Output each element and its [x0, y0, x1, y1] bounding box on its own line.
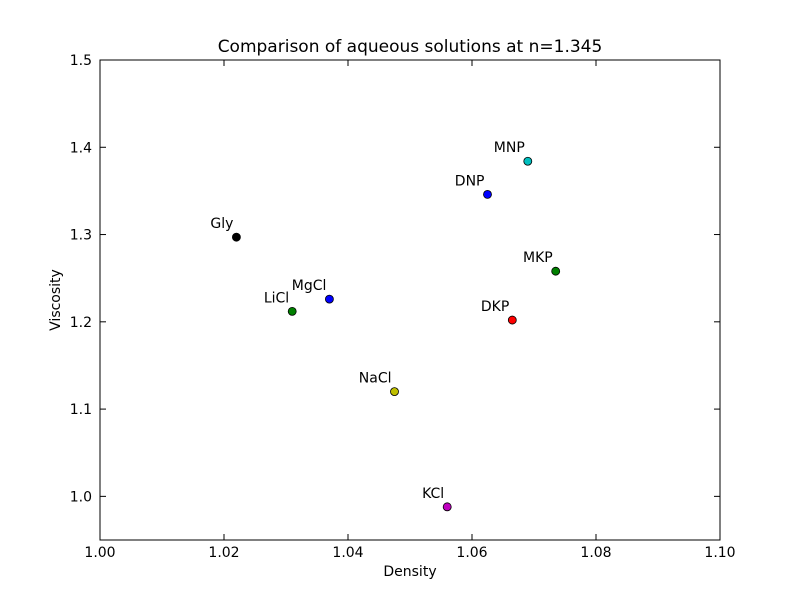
point-label: MKP — [523, 250, 553, 266]
data-point — [507, 315, 517, 325]
data-point — [483, 189, 492, 199]
point-label: Gly — [210, 216, 233, 232]
y-tick-label: 1.0 — [70, 489, 92, 505]
point-label: LiCl — [264, 290, 289, 306]
y-tick-label: 1.5 — [70, 53, 92, 69]
axis-ticks: 1.00 1.02 1.04 1.06 1.08 1.10 1.0 1.1 1.2 1.3 1.4 1… — [70, 53, 736, 561]
point-label: NaCl — [359, 371, 392, 387]
y-tick-label: 1.2 — [70, 315, 92, 331]
data-point — [231, 232, 241, 242]
y-tick-label: 1.3 — [70, 228, 92, 244]
point-label: MgCl — [292, 278, 327, 294]
y-axis-label: Viscosity — [48, 269, 64, 331]
data-point — [324, 294, 334, 304]
y-tick-label: 1.4 — [70, 140, 92, 156]
data-point — [442, 502, 452, 512]
point-label: DNP — [455, 173, 485, 189]
data-point — [551, 266, 561, 276]
x-tick-label: 1.00 — [84, 545, 115, 561]
x-tick-label: 1.10 — [704, 545, 735, 561]
chart-title: Comparison of aqueous solutions at n=1.3… — [218, 37, 603, 57]
point-label: KCl — [422, 486, 444, 502]
plot-frame — [99, 59, 721, 541]
y-tick-label: 1.1 — [70, 402, 92, 418]
data-point — [523, 156, 533, 166]
x-tick-label: 1.06 — [456, 545, 487, 561]
point-label: DKP — [481, 299, 509, 315]
x-tick-label: 1.04 — [332, 545, 363, 561]
x-axis-label: Density — [383, 564, 436, 580]
point-label: MNP — [494, 140, 525, 156]
x-tick-label: 1.02 — [208, 545, 239, 561]
data-point — [287, 306, 297, 316]
data-point — [390, 387, 399, 397]
x-tick-label: 1.08 — [580, 545, 611, 561]
